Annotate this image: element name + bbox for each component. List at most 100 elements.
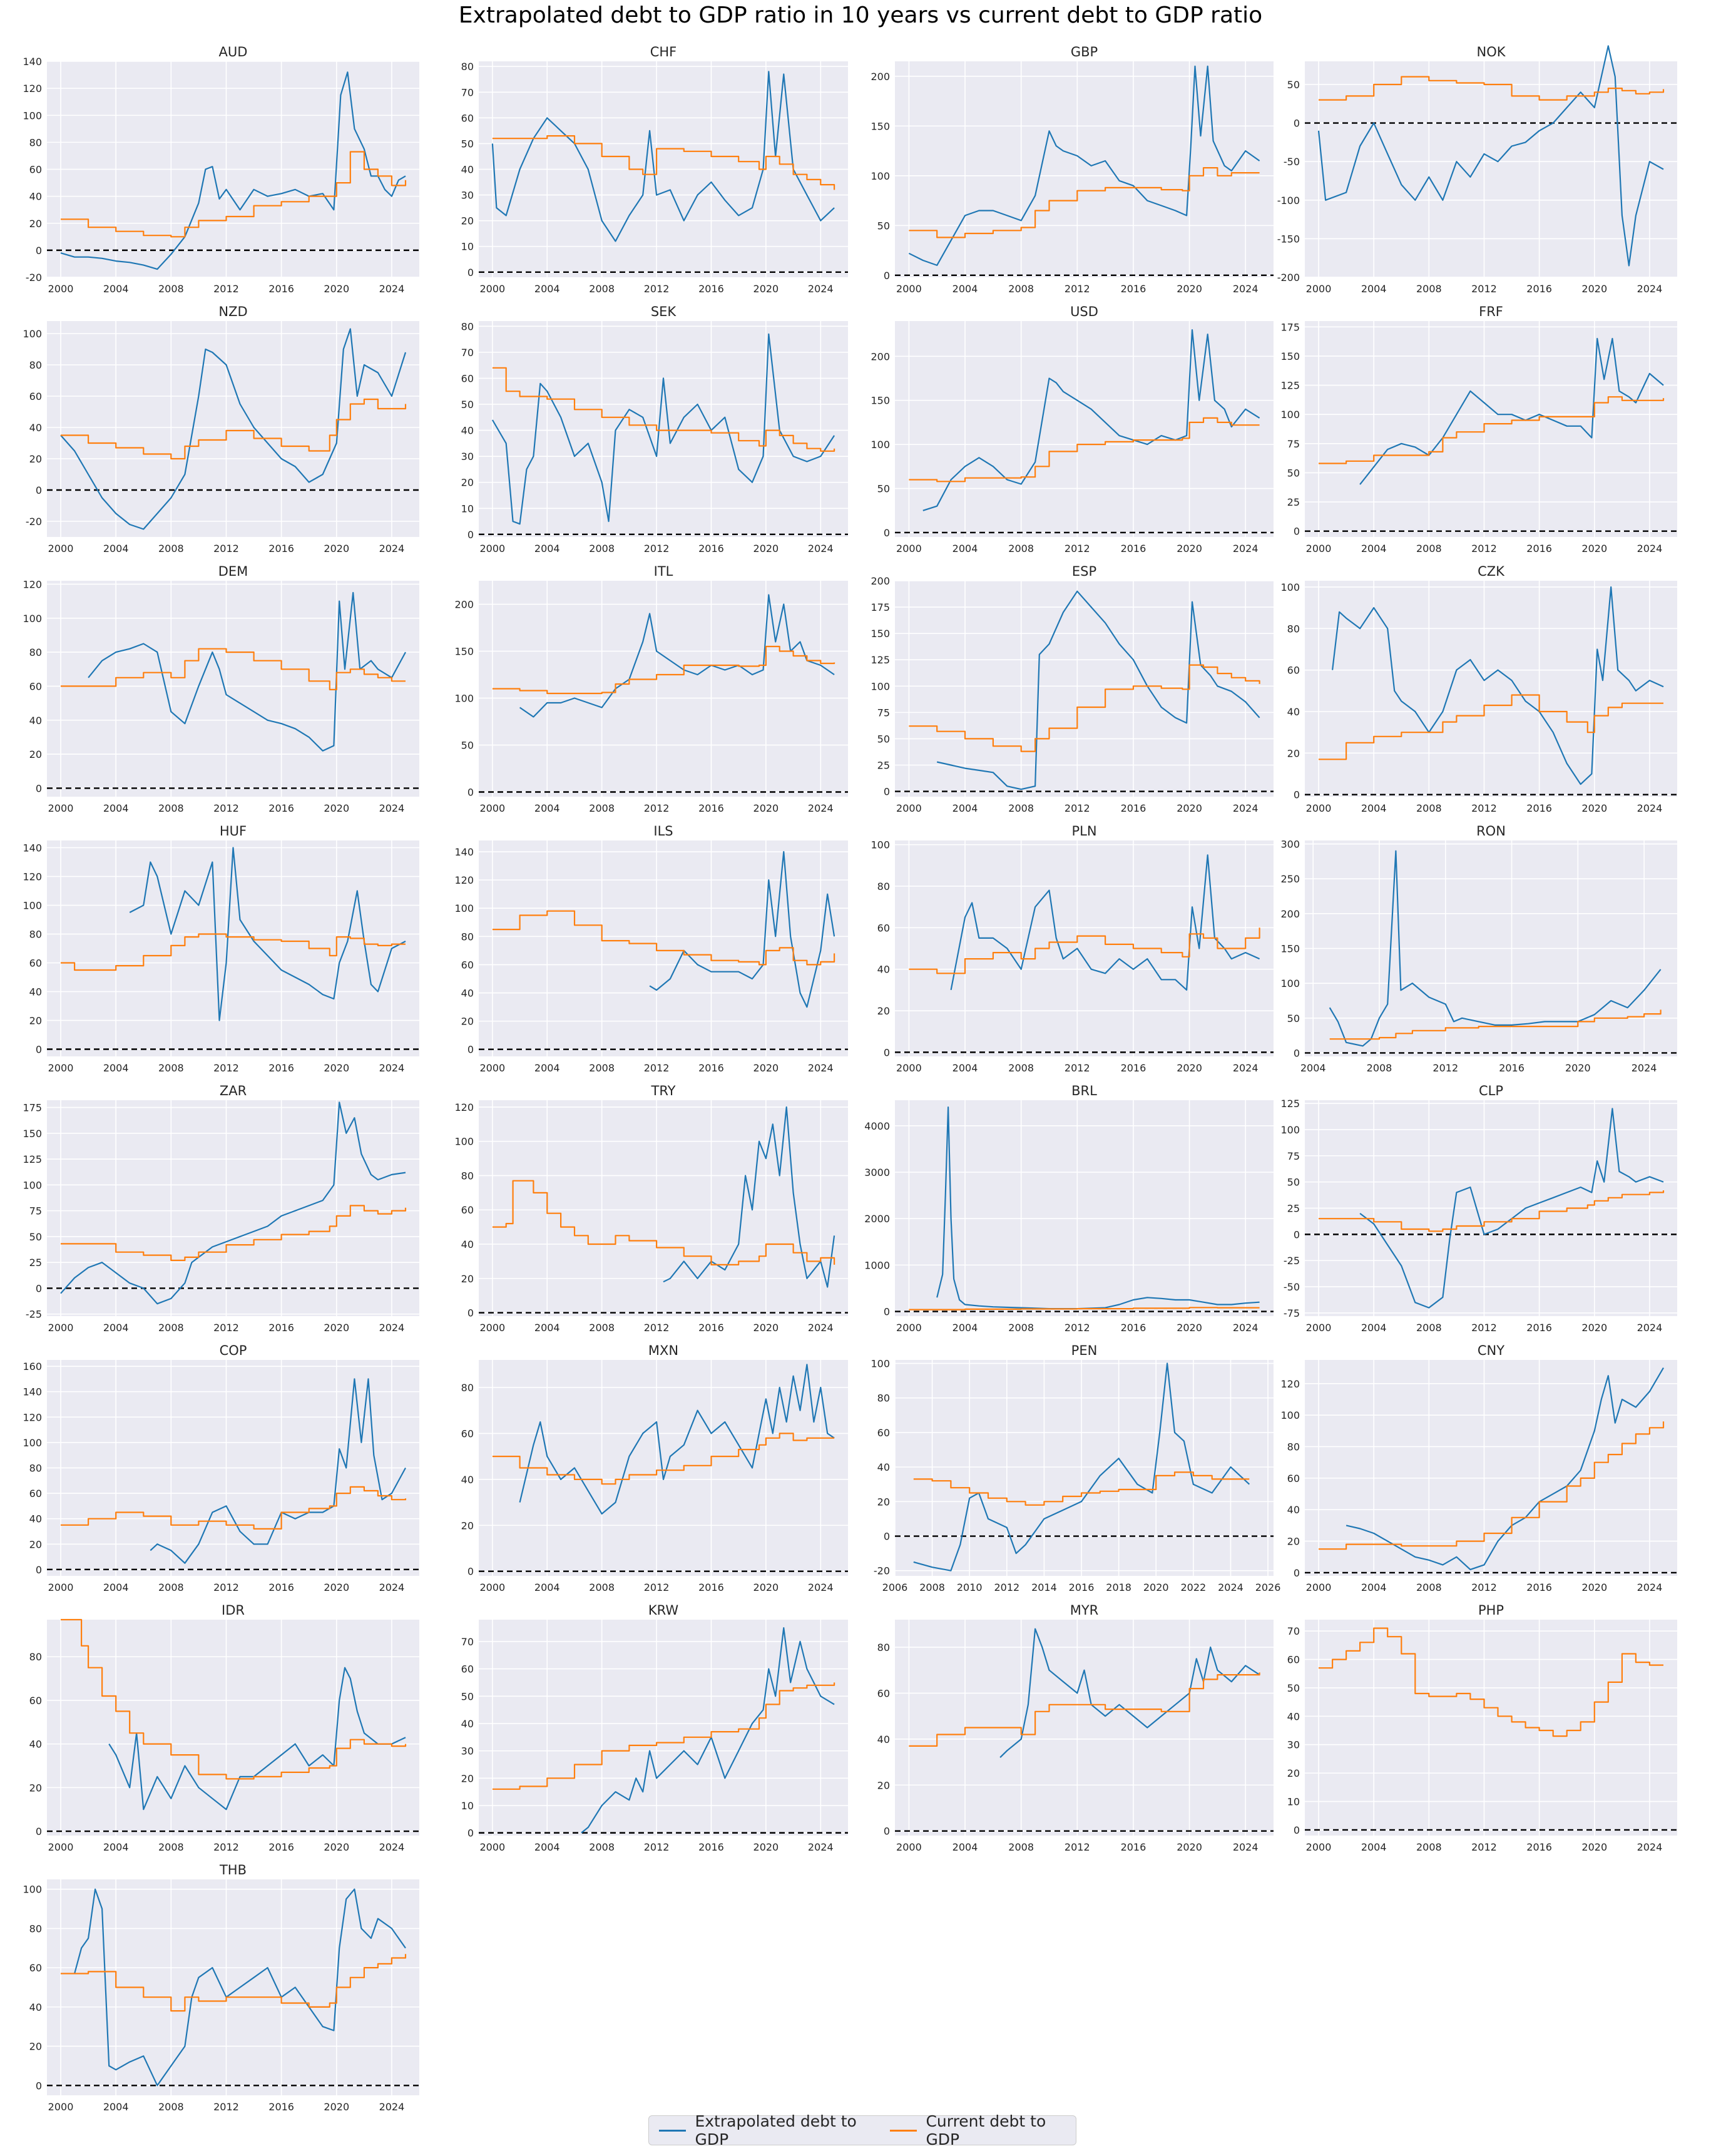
tick-label-x: 2024	[379, 1322, 405, 1334]
series-current-try	[492, 1180, 835, 1265]
series-current-frf	[1319, 396, 1665, 464]
tick-label-x: 2012	[1471, 283, 1497, 295]
tick-label-y: 40	[461, 988, 474, 999]
tick-label-x: 2008	[1008, 1062, 1034, 1074]
tick-label-x: 2004	[534, 1841, 560, 1853]
tick-label-x: 2000	[48, 283, 74, 295]
tick-label-x: 2024	[808, 1062, 834, 1074]
tick-label-x: 2024	[379, 2101, 405, 2113]
tick-label-y: 0	[1294, 1047, 1300, 1059]
tick-label-y: 0	[467, 267, 474, 278]
tick-label-y: 20	[1287, 1536, 1300, 1548]
tick-label-y: 75	[1287, 438, 1300, 450]
tick-label-x: 2000	[48, 1322, 74, 1334]
tick-label-x: 2004	[1361, 283, 1387, 295]
tick-label-x: 2000	[896, 802, 922, 814]
tick-label-x: 2008	[158, 1062, 184, 1074]
subplot-title-pen: PEN	[1071, 1343, 1098, 1358]
tick-label-y: 75	[1287, 1150, 1300, 1162]
tick-label-x: 2020	[324, 2101, 349, 2113]
panel-cny	[1305, 1360, 1677, 1576]
tick-label-x: 2000	[1306, 543, 1332, 554]
tick-label-x: 2012	[994, 1581, 1019, 1593]
tick-label-y: 20	[29, 748, 42, 760]
tick-label-x: 2016	[268, 1841, 294, 1853]
tick-label-x: 2008	[589, 543, 615, 554]
panel-usd	[895, 321, 1274, 537]
tick-label-y: 60	[29, 680, 42, 692]
tick-label-y: -100	[1277, 195, 1300, 207]
panel-krw	[479, 1620, 848, 1836]
tick-label-x: 2020	[1581, 543, 1607, 554]
panel-sek	[479, 321, 848, 537]
tick-label-x: 2000	[479, 543, 505, 554]
tick-label-x: 2016	[698, 802, 724, 814]
series-extrapolated-try	[663, 1106, 835, 1288]
tick-label-x: 2008	[589, 1581, 615, 1593]
tick-label-y: 20	[877, 1779, 890, 1791]
tick-label-y: 2000	[864, 1213, 890, 1225]
series-current-ils	[492, 910, 835, 966]
series-extrapolated-idr	[108, 1667, 406, 1811]
tick-label-y: 0	[1294, 118, 1300, 130]
tick-label-x: 2024	[379, 283, 405, 295]
tick-label-y: 20	[461, 477, 474, 489]
tick-label-x: 2024	[1218, 1581, 1244, 1593]
subplot-title-dem: DEM	[218, 564, 248, 579]
tick-label-x: 2024	[1233, 1062, 1259, 1074]
tick-label-x: 2020	[1177, 1841, 1202, 1853]
tick-label-x: 2012	[644, 1841, 670, 1853]
panel-pln	[895, 840, 1274, 1056]
tick-label-y: 100	[1280, 1409, 1300, 1421]
tick-label-x: 2012	[1065, 802, 1090, 814]
tick-label-x: 2000	[896, 283, 922, 295]
tick-label-x: 2012	[644, 1062, 670, 1074]
tick-label-y: 100	[23, 1437, 42, 1449]
tick-label-y: 100	[454, 693, 474, 705]
tick-label-x: 2024	[1233, 802, 1259, 814]
tick-label-x: 2020	[1177, 283, 1202, 295]
tick-label-y: 100	[871, 170, 890, 182]
tick-label-x: 2012	[213, 1322, 239, 1334]
tick-label-x: 2020	[324, 1322, 349, 1334]
tick-label-y: 20	[29, 2041, 42, 2053]
tick-label-y: 60	[29, 391, 42, 402]
tick-label-x: 2024	[808, 1322, 834, 1334]
tick-label-y: 50	[461, 1690, 474, 1702]
tick-label-y: 10	[461, 241, 474, 253]
tick-label-x: 2020	[753, 1581, 779, 1593]
tick-label-y: 20	[461, 1772, 474, 1784]
tick-label-y: -20	[874, 1565, 890, 1577]
tick-label-x: 2024	[1637, 543, 1663, 554]
subplot-title-mxn: MXN	[648, 1343, 678, 1358]
tick-label-x: 2012	[1065, 1841, 1090, 1853]
tick-label-x: 2004	[534, 1062, 560, 1074]
tick-label-x: 2004	[952, 1062, 978, 1074]
tick-label-y: 60	[29, 1488, 42, 1499]
tick-label-x: 2020	[324, 802, 349, 814]
tick-label-x: 2016	[268, 802, 294, 814]
subplot-title-pln: PLN	[1071, 824, 1096, 839]
tick-label-y: 100	[871, 680, 890, 692]
subplot-title-frf: FRF	[1479, 304, 1503, 319]
tick-label-x: 2020	[324, 283, 349, 295]
tick-label-y: 140	[23, 842, 42, 854]
tick-label-x: 2012	[1065, 543, 1090, 554]
series-extrapolated-myr	[999, 1628, 1260, 1758]
tick-label-x: 2024	[808, 802, 834, 814]
tick-label-y: 100	[1280, 581, 1300, 593]
tick-label-x: 2020	[1581, 802, 1607, 814]
series-extrapolated-cop	[150, 1378, 406, 1564]
tick-label-x: 2008	[158, 1581, 184, 1593]
tick-label-x: 2016	[698, 1841, 724, 1853]
tick-label-x: 2008	[1367, 1062, 1392, 1074]
tick-label-y: 80	[461, 320, 474, 332]
series-extrapolated-zar	[60, 1101, 406, 1305]
tick-label-x: 2008	[1008, 283, 1034, 295]
tick-label-x: 2020	[324, 1841, 349, 1853]
tick-label-x: 2004	[952, 543, 978, 554]
tick-label-y: 50	[1287, 1682, 1300, 1694]
subplot-title-aud: AUD	[219, 44, 248, 59]
tick-label-x: 2004	[952, 1841, 978, 1853]
subplot-title-brl: BRL	[1071, 1083, 1097, 1098]
